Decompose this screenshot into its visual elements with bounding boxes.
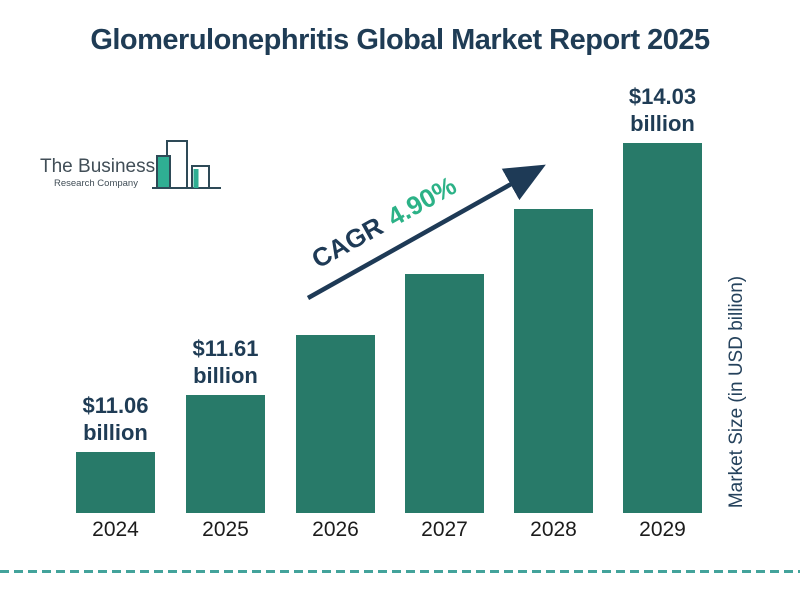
value-amount: $11.61 xyxy=(192,336,259,361)
value-amount: $11.06 xyxy=(82,393,149,418)
cagr-prefix: CAGR xyxy=(306,210,388,275)
company-logo: The Business Research Company xyxy=(40,140,221,189)
bar-value-label-2025: $11.61 billion xyxy=(151,335,301,389)
value-unit: billion xyxy=(193,363,258,388)
cagr-annotation: CAGR4.90% xyxy=(306,170,461,275)
x-axis-label-2028: 2028 xyxy=(530,518,577,541)
x-axis-label-2024: 2024 xyxy=(92,518,139,541)
bar-2027 xyxy=(405,274,484,513)
bottom-dashed-divider xyxy=(0,570,800,573)
bar-2025 xyxy=(186,395,265,513)
x-axis-label-2029: 2029 xyxy=(639,518,686,541)
y-axis-label: Market Size (in USD billion) xyxy=(726,275,747,509)
x-axis-label-2027: 2027 xyxy=(421,518,468,541)
cagr-value: 4.90% xyxy=(382,170,462,233)
x-axis-label-2026: 2026 xyxy=(312,518,359,541)
logo-line2: Research Company xyxy=(54,178,138,189)
bar-2028 xyxy=(514,209,593,513)
value-unit: billion xyxy=(83,420,148,445)
logo-bars-icon xyxy=(152,140,221,189)
bar-2026 xyxy=(296,335,375,513)
page-title: Glomerulonephritis Global Market Report … xyxy=(90,24,710,56)
bar-value-label-2024: $11.06 billion xyxy=(41,392,191,446)
bar-2029 xyxy=(623,143,702,513)
x-axis-label-2025: 2025 xyxy=(202,518,249,541)
bar-value-label-2029: $14.03 billion xyxy=(588,83,738,137)
logo-line1: The Business xyxy=(40,156,155,177)
value-unit: billion xyxy=(630,111,695,136)
value-amount: $14.03 xyxy=(628,84,697,109)
bar-2024 xyxy=(76,452,155,513)
